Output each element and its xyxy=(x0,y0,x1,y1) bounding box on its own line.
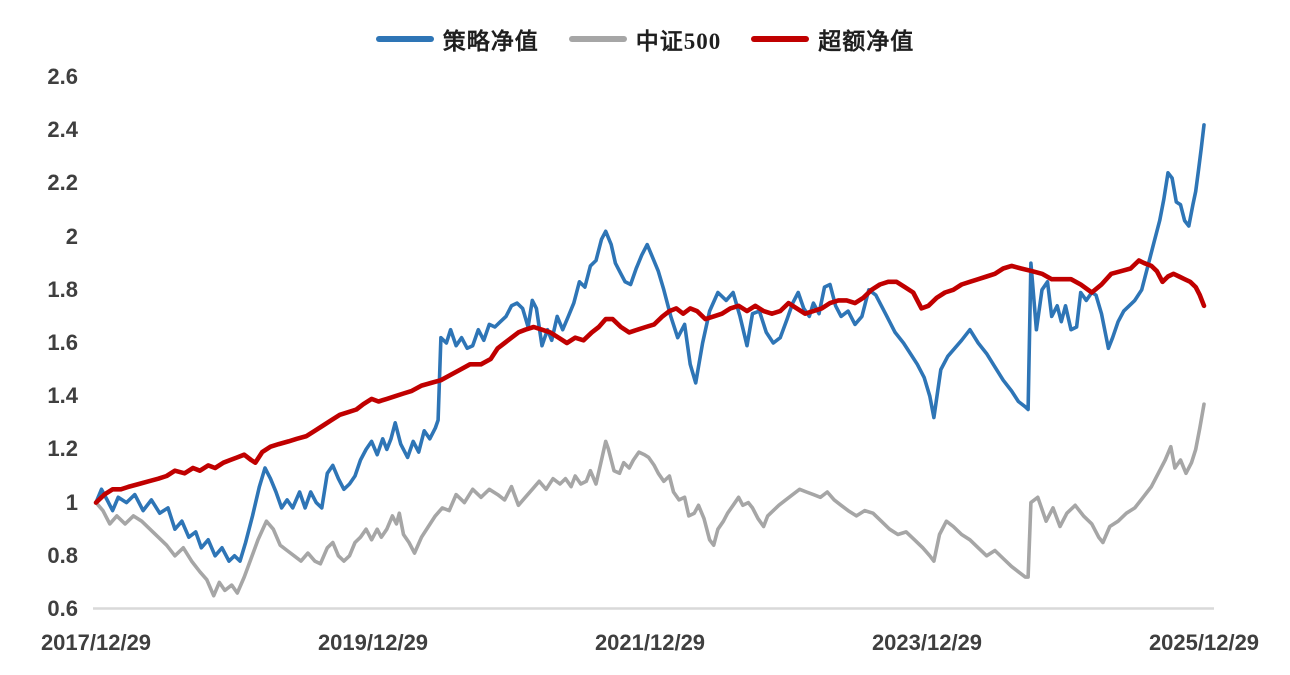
y-tick-1.6: 1.6 xyxy=(47,330,78,355)
legend-item-strategy-nav: 策略净值 xyxy=(375,22,539,56)
legend-label-strategy-nav: 策略净值 xyxy=(442,29,539,54)
y-tick-1.2: 1.2 xyxy=(47,436,78,462)
csi500-line xyxy=(94,402,1206,598)
y-tick-0.6: 0.6 xyxy=(47,596,78,621)
chart-legend: 策略净值 中证500 超额净值 xyxy=(0,22,1290,56)
legend-swatch-excess-nav xyxy=(751,36,810,42)
y-tick-1.4: 1.4 xyxy=(47,383,78,409)
legend-swatch-strategy-nav xyxy=(375,36,434,42)
x-tick-2023-12-29: 2023/12/29 xyxy=(871,630,983,655)
y-tick-1: 1 xyxy=(65,489,78,515)
legend-label-excess-nav: 超额净值 xyxy=(818,29,915,54)
x-tick-2017-12-29: 2017/12/29 xyxy=(40,630,152,655)
x-tick-2019-12-29: 2019/12/29 xyxy=(317,630,429,655)
x-tick-2025-12-29: 2025/12/29 xyxy=(1148,630,1260,655)
y-tick-1.8: 1.8 xyxy=(47,276,78,302)
y-tick-0.8: 0.8 xyxy=(47,542,78,568)
y-tick-2.2: 2.2 xyxy=(47,170,78,196)
legend-label-csi500: 中证500 xyxy=(635,29,722,54)
legend-item-excess-nav: 超额净值 xyxy=(751,22,914,56)
series-lines xyxy=(93,123,1207,598)
y-tick-2.6: 2.6 xyxy=(47,64,78,89)
excess-nav-line xyxy=(93,258,1207,505)
legend-swatch-csi500 xyxy=(568,36,627,42)
y-tick-2.4: 2.4 xyxy=(47,117,78,143)
y-tick-2: 2 xyxy=(65,223,78,249)
legend-item-csi500: 中证500 xyxy=(568,22,722,56)
x-tick-2021-12-29: 2021/12/29 xyxy=(594,630,706,655)
strategy-nav-line xyxy=(94,123,1206,563)
